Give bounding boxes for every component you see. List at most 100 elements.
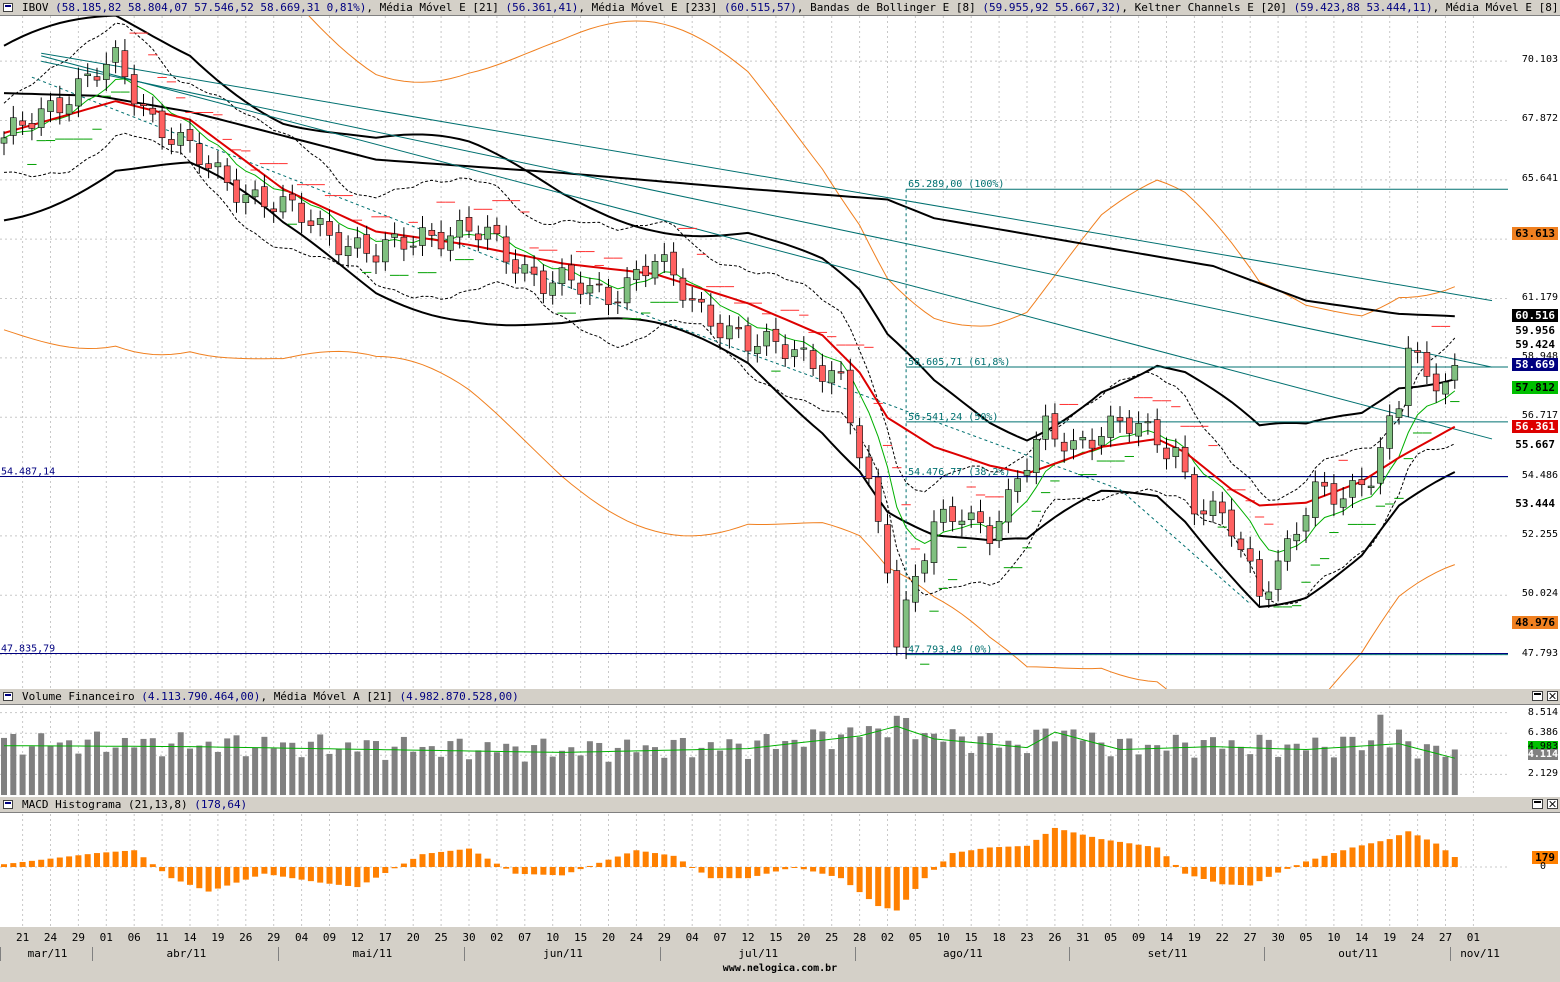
candle-down [577, 282, 584, 295]
candle-down [642, 265, 650, 277]
candle-up [344, 246, 352, 256]
macd-bar [1144, 846, 1151, 867]
title-part: , Média Móvel E [21] (56.361,41) [366, 1, 579, 14]
main-panel-title: IBOV (58.185,82 58.804,07 57.546,52 58.6… [22, 1, 1560, 14]
candle-down [335, 232, 343, 256]
volume-bar [214, 751, 221, 795]
macd-bar [800, 867, 807, 870]
volume-bar [168, 743, 175, 795]
macd-bar [56, 857, 63, 867]
volume-y-tick: 4.983 [1527, 740, 1558, 752]
candle-down [540, 270, 547, 294]
volume-bar [307, 741, 314, 795]
volume-bar [103, 751, 110, 795]
volume-bar [1284, 744, 1291, 795]
volume-bar [1126, 738, 1133, 795]
macd-chart[interactable] [0, 814, 1508, 927]
volume-bar [391, 746, 398, 795]
title-part: , Keltner Channels E [20] (59.423,88 53.… [1121, 1, 1433, 14]
candle-up [1172, 447, 1180, 457]
macd-bar [1396, 835, 1402, 867]
title-part: , Bandas de Bollinger E [8] (59.955,92 5… [796, 1, 1122, 14]
macd-bar [586, 865, 593, 867]
candle-down [679, 277, 687, 301]
candle-up [921, 560, 929, 574]
close-panel-button[interactable] [1547, 691, 1558, 701]
volume-bar [1433, 745, 1440, 795]
candle-down [474, 233, 482, 241]
macd-bar [958, 851, 965, 867]
candle-up [10, 117, 17, 136]
price-chart[interactable]: 65.289,00 (100%) 58.605,71 (61,8%) 56.541,… [0, 16, 1508, 689]
macd-bar [931, 867, 937, 870]
macd-bar [103, 852, 110, 867]
y-tick-label: 47.793 [1521, 647, 1558, 659]
volume-bar [1051, 741, 1058, 795]
macd-bar [1405, 831, 1412, 867]
panel-menu-icon[interactable] [3, 692, 13, 701]
volume-bar [847, 727, 854, 795]
volume-bar [149, 738, 156, 795]
volume-bar [1135, 754, 1142, 795]
macd-bar [791, 867, 798, 868]
macd-bar [921, 867, 928, 879]
volume-bar [484, 742, 491, 795]
macd-bar [168, 867, 175, 879]
volume-bar [1107, 756, 1114, 795]
volume-bar [819, 731, 826, 795]
macd-bar [335, 867, 342, 885]
macd-bar [763, 867, 770, 874]
candle-down [772, 328, 780, 342]
macd-bar [214, 867, 221, 889]
title-part: , Média Móvel E [233] (60.515,57) [578, 1, 797, 14]
macd-bar [428, 853, 435, 867]
x-day-label: 29 [657, 931, 671, 944]
x-day-label: 15 [573, 931, 588, 944]
volume-bar [1405, 741, 1412, 795]
candle-down [1191, 474, 1198, 515]
macd-bar [1247, 867, 1254, 886]
maximize-panel-button[interactable] [1532, 799, 1543, 809]
volume-bar [949, 729, 956, 795]
macd-bar [540, 867, 547, 875]
volume-bar [1182, 742, 1189, 795]
macd-bar [1293, 865, 1300, 867]
panel-menu-icon[interactable] [3, 3, 13, 12]
candle-down [1321, 481, 1328, 487]
candle-up [753, 346, 761, 354]
candle-down [168, 139, 175, 145]
candle-up [967, 512, 975, 521]
candle-down [819, 365, 826, 382]
macd-bar [986, 847, 993, 867]
x-day-label: 30 [1271, 931, 1285, 944]
volume-bar [10, 733, 17, 795]
volume-bar [624, 739, 631, 795]
panel-menu-icon[interactable] [3, 800, 13, 809]
volume-bar [1191, 757, 1198, 795]
maximize-panel-button[interactable] [1532, 691, 1543, 701]
close-panel-button[interactable] [1547, 799, 1558, 809]
candle-up [177, 132, 184, 146]
candle-down [56, 97, 64, 114]
volume-bar [94, 731, 100, 795]
candle-down [428, 229, 436, 236]
macd-bar [121, 850, 128, 867]
macd-bar [252, 867, 259, 877]
volume-bar [875, 728, 882, 795]
candle-down [223, 165, 231, 183]
candle-up [419, 227, 426, 246]
volume-ma-line [4, 725, 1455, 759]
volume-y-tick: 8.514 [1527, 706, 1558, 718]
volume-bar [754, 740, 761, 795]
fibonacci-level-label: 54.476,77 (38,2%) [908, 467, 1010, 478]
volume-bar [438, 756, 445, 795]
volume-chart[interactable] [0, 706, 1508, 795]
macd-bar [819, 867, 826, 874]
candle-down [1228, 509, 1235, 537]
x-day-label: 20 [601, 931, 616, 944]
x-day-label: 27 [1438, 931, 1453, 944]
candle-down [865, 456, 873, 480]
volume-bar [1349, 736, 1356, 795]
volume-bar [921, 733, 928, 795]
macd-panel-titlebar: MACD Histograma (21,13,8) (178,64) [0, 797, 1560, 813]
